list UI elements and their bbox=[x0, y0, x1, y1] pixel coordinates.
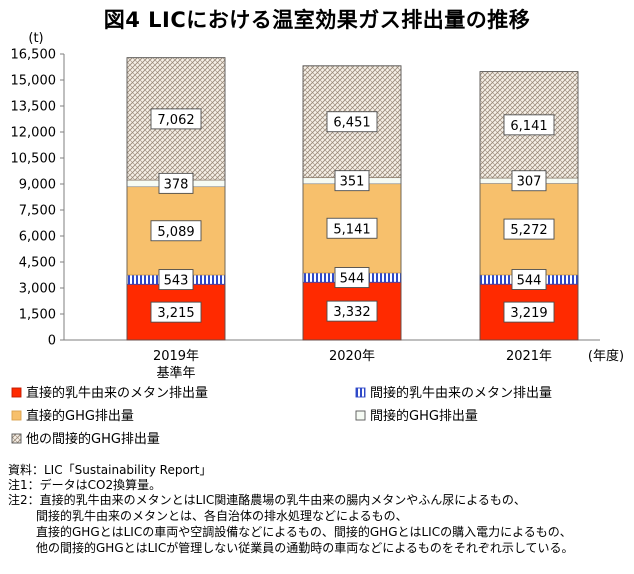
data-label-box bbox=[150, 108, 202, 130]
data-label: 7,062 bbox=[157, 113, 194, 128]
y-tick-label: 12,000 bbox=[11, 126, 57, 141]
data-label: 6,141 bbox=[510, 119, 547, 134]
legend-label: 直接的乳牛由来のメタン排出量 bbox=[26, 385, 208, 401]
data-label: 351 bbox=[340, 175, 365, 190]
y-tick-label: 3,000 bbox=[19, 282, 56, 297]
data-label-box bbox=[150, 301, 202, 323]
legend-label: 間接的GHG排出量 bbox=[370, 408, 478, 424]
y-tick-label: 10,500 bbox=[11, 152, 57, 167]
data-label: 3,219 bbox=[510, 306, 547, 321]
y-tick-label: 16,500 bbox=[11, 48, 57, 63]
legend-swatch-methane_direct bbox=[11, 387, 22, 398]
legend-label: 直接的GHG排出量 bbox=[26, 408, 134, 424]
data-label-box bbox=[326, 217, 378, 239]
chart-title: 図4 LICにおける温室効果ガス排出量の推移 bbox=[103, 8, 531, 32]
chart-axes: (t) 0 1,500 3,000 4,500 6,000 7,500 9,000 10,500… bbox=[11, 31, 625, 381]
data-label-box bbox=[334, 170, 370, 192]
data-label-box bbox=[503, 114, 555, 136]
source-note: 資料：LIC「Sustainability Report」 bbox=[8, 463, 212, 477]
y-tick-label: 1,500 bbox=[19, 308, 56, 323]
x-axis-unit-label: (年度) bbox=[588, 348, 624, 364]
data-label-box bbox=[503, 218, 555, 240]
x-tick-label: 2019年 bbox=[153, 349, 199, 364]
data-label: 543 bbox=[164, 274, 189, 289]
note-2-line-2: 間接的乳牛由来のメタンとは、各自治体の排水処理などによるもの、 bbox=[36, 509, 408, 523]
y-tick-label: 4,500 bbox=[19, 256, 56, 271]
y-tick-label: 7,500 bbox=[19, 204, 56, 219]
legend-swatch-ghg_direct bbox=[11, 410, 22, 421]
data-label-box bbox=[158, 172, 194, 194]
data-label: 5,141 bbox=[333, 222, 370, 237]
legend-swatch-methane_indirect bbox=[355, 387, 366, 398]
data-label: 5,089 bbox=[157, 225, 194, 240]
y-axis-unit-label: (t) bbox=[28, 31, 43, 46]
legend-swatch-ghg_indirect bbox=[355, 410, 366, 421]
y-tick-label: 13,500 bbox=[11, 100, 57, 115]
legend-label: 間接的乳牛由来のメタン排出量 bbox=[370, 385, 552, 401]
y-tick-label: 9,000 bbox=[19, 178, 56, 193]
note-2: 注2：直接的乳牛由来のメタンとはLIC関連酪農場の乳牛由来の腸内メタンやふん尿に… bbox=[8, 493, 526, 507]
x-tick-label: 2021年 bbox=[506, 349, 552, 364]
data-label: 5,272 bbox=[510, 223, 547, 238]
data-label: 3,332 bbox=[333, 305, 370, 320]
legend-label: 他の間接的GHG排出量 bbox=[26, 431, 160, 447]
note-2-line-3: 直接的GHGとはLICの車両や空調設備などによるもの、間接的GHGとはLICの購… bbox=[36, 525, 572, 539]
data-label: 544 bbox=[340, 272, 365, 287]
note-2-line-4: 他の間接的GHGとはLICが管理しない従業員の通勤時の車両などによるものをそれぞ… bbox=[36, 541, 574, 555]
x-tick-sublabel: 基準年 bbox=[156, 365, 195, 381]
data-label-box bbox=[334, 267, 370, 288]
data-label: 544 bbox=[517, 273, 542, 288]
data-label-box bbox=[511, 170, 547, 192]
bar-outline bbox=[479, 71, 579, 341]
legend-swatch-other_indirect bbox=[11, 433, 22, 444]
data-label-box bbox=[326, 111, 378, 133]
bar-outline bbox=[126, 57, 226, 341]
x-tick-label: 2020年 bbox=[329, 349, 375, 364]
note-1: 注1：データはCO2換算量。 bbox=[8, 478, 162, 492]
y-tick-label: 6,000 bbox=[19, 230, 56, 245]
data-label-box bbox=[326, 300, 378, 322]
stacked-bar-chart: (t) 0 1,500 3,000 4,500 6,000 7,500 9,000 10,500… bbox=[11, 31, 625, 447]
data-label: 307 bbox=[517, 175, 542, 190]
data-label-box bbox=[150, 220, 202, 242]
data-label: 6,451 bbox=[333, 116, 370, 131]
data-label-box bbox=[511, 269, 547, 290]
bar-outline bbox=[302, 65, 402, 341]
y-tick-label: 0 bbox=[48, 334, 56, 349]
data-label-box bbox=[158, 269, 194, 291]
data-label: 378 bbox=[164, 177, 189, 192]
y-tick-label: 15,000 bbox=[11, 74, 57, 89]
chart-bars: 3,215 543 5,089 378 7,062 3,332 544 5,141 351 6,4… bbox=[126, 57, 579, 341]
data-label-box bbox=[503, 301, 555, 323]
data-label: 3,215 bbox=[157, 306, 194, 321]
